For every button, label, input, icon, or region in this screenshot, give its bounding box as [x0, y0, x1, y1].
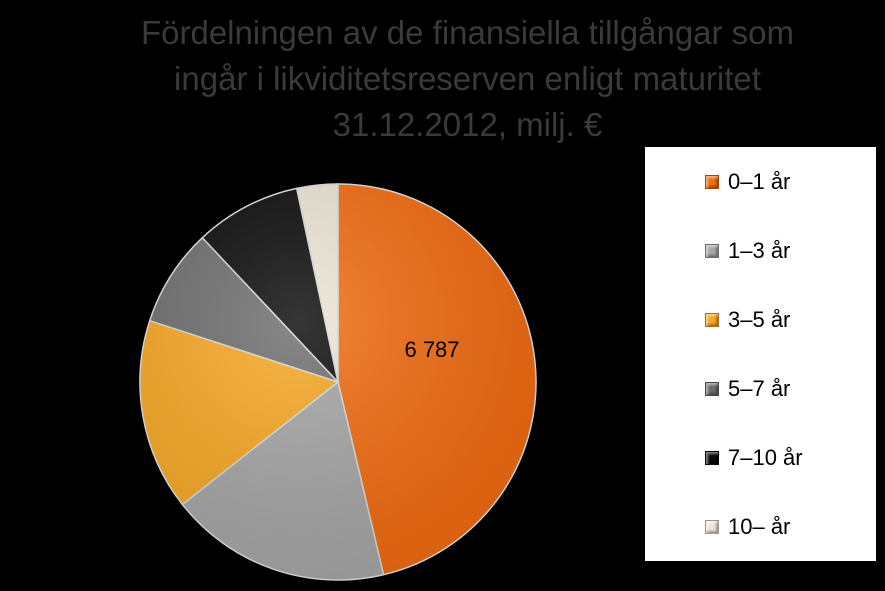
legend-swatch-5: [705, 451, 719, 465]
legend-swatch-2: [705, 244, 719, 258]
legend-label-5: 7–10 år: [728, 445, 803, 470]
legend-swatch-4: [705, 382, 719, 396]
title-line-2: ingår i likviditetsreserven enligt matur…: [174, 60, 761, 97]
legend-item-2: 1–3 år: [705, 236, 790, 266]
title-line-3: 31.12.2012, milj. €: [332, 106, 603, 143]
legend-item-5: 7–10 år: [705, 443, 803, 473]
legend: 0–1 år 1–3 år 3–5 år 5–7 år 7–10 år 10– år: [645, 147, 876, 561]
legend-item-6: 10– år: [705, 512, 790, 542]
chart-title: Fördelningen av de finansiella tillgånga…: [90, 10, 845, 148]
legend-item-4: 5–7 år: [705, 374, 790, 404]
legend-label-1: 0–1 år: [728, 169, 791, 194]
legend-label-2: 1–3 år: [728, 238, 791, 263]
legend-swatch-3: [705, 313, 719, 327]
legend-item-1: 0–1 år: [705, 167, 790, 197]
legend-swatch-6: [705, 520, 719, 534]
legend-label-3: 3–5 år: [728, 307, 791, 332]
legend-item-3: 3–5 år: [705, 305, 790, 335]
data-label-1: 6 787: [404, 337, 459, 362]
legend-swatch-1: [705, 175, 719, 189]
legend-label-6: 10– år: [728, 514, 791, 539]
legend-label-4: 5–7 år: [728, 376, 791, 401]
title-line-1: Fördelningen av de finansiella tillgånga…: [140, 14, 795, 51]
